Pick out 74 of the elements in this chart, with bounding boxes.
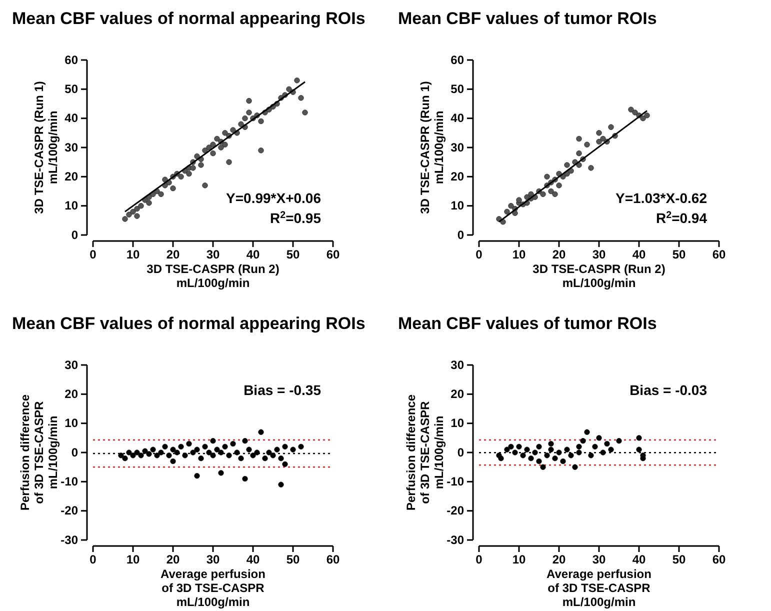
y-tick-label: 20 — [450, 387, 464, 402]
x-tick-label: 0 — [476, 248, 483, 262]
y-tick-label: 0 — [457, 228, 464, 242]
x-tick-label: 50 — [286, 248, 300, 262]
x-axis-title: Average perfusion of 3D TSE-CASPR mL/100g/min — [160, 567, 266, 609]
x-tick-label: 20 — [166, 552, 180, 567]
y-tick-label: -20 — [60, 504, 78, 518]
x-tick-label: 20 — [552, 248, 566, 262]
chart-title: Mean CBF values of tumor ROIs — [398, 314, 657, 333]
annotation: Bias = -0.03 — [630, 382, 708, 398]
y-tick-label: 10 — [64, 198, 78, 213]
annotation: R$^{2}$=0.94 — [656, 210, 708, 226]
annotation: Y=0.99*X+0.06 — [226, 190, 322, 206]
y-tick-label: 50 — [64, 82, 78, 96]
y-tick-label: 40 — [64, 111, 78, 126]
y-tick-label: 60 — [64, 52, 78, 67]
x-tick-label: 30 — [206, 248, 220, 262]
x-tick-label: 20 — [552, 552, 566, 567]
chart-title: Mean CBF values of normal appearing ROIs — [12, 314, 366, 333]
y-tick-label: -30 — [60, 532, 78, 547]
annotation: R$^{2}$=0.95 — [270, 210, 322, 226]
chart-title: Mean CBF values of tumor ROIs — [398, 9, 657, 28]
y-tick-label: 20 — [64, 170, 78, 184]
y-tick-label: 50 — [450, 82, 464, 96]
y-tick-label: 20 — [450, 170, 464, 184]
x-tick-label: 10 — [512, 248, 526, 262]
y-tick-label: 10 — [64, 416, 78, 430]
y-axis-title: Perfusion difference of 3D TSE-CASPR mL/100g/min — [18, 394, 60, 511]
x-tick-label: 20 — [166, 248, 180, 262]
x-tick-label: 50 — [672, 248, 686, 262]
y-axis-title: Perfusion difference of 3D TSE-CASPR mL/100g/min — [404, 394, 446, 511]
y-tick-label: 0 — [457, 445, 464, 460]
x-tick-label: 60 — [712, 552, 726, 567]
annotation: Y=1.03*X-0.62 — [616, 190, 708, 206]
x-tick-label: 10 — [126, 552, 140, 567]
x-tick-label: 10 — [126, 248, 140, 262]
annotation: Bias = -0.35 — [244, 382, 322, 398]
x-tick-label: 30 — [206, 552, 220, 567]
y-axis-title: 3D TSE-CASPR (Run 1) mL/100g/min — [418, 81, 446, 214]
y-tick-label: 60 — [450, 52, 464, 67]
x-tick-label: 40 — [246, 248, 260, 262]
y-tick-label: 10 — [450, 416, 464, 430]
x-tick-label: 30 — [592, 248, 606, 262]
x-axis-title: 3D TSE-CASPR (Run 2) mL/100g/min — [146, 262, 280, 290]
y-tick-label: 30 — [450, 140, 464, 154]
x-tick-label: 0 — [476, 552, 483, 567]
y-tick-label: -20 — [446, 504, 464, 518]
y-tick-label: 30 — [64, 358, 78, 372]
x-tick-label: 40 — [632, 248, 646, 262]
x-axis-title: Average perfusion of 3D TSE-CASPR mL/100g/min — [546, 567, 652, 609]
y-tick-label: 40 — [450, 111, 464, 126]
y-tick-label: 30 — [64, 140, 78, 154]
x-tick-label: 50 — [286, 552, 300, 567]
y-tick-label: 20 — [64, 387, 78, 402]
y-tick-label: -10 — [60, 474, 78, 489]
y-axis-title: 3D TSE-CASPR (Run 1) mL/100g/min — [32, 81, 60, 214]
y-tick-label: -10 — [446, 474, 464, 489]
y-tick-label: 0 — [71, 228, 78, 242]
chart-title: Mean CBF values of normal appearing ROIs — [12, 9, 366, 28]
y-tick-label: 0 — [71, 445, 78, 460]
x-tick-label: 40 — [246, 552, 260, 567]
x-tick-label: 30 — [592, 552, 606, 567]
x-axis-title: 3D TSE-CASPR (Run 2) mL/100g/min — [532, 262, 666, 290]
y-tick-label: 10 — [450, 198, 464, 213]
x-tick-label: 40 — [632, 552, 646, 567]
x-tick-label: 60 — [326, 248, 340, 262]
y-tick-label: -30 — [446, 532, 464, 547]
x-tick-label: 50 — [672, 552, 686, 567]
x-tick-label: 60 — [326, 552, 340, 567]
x-tick-label: 0 — [90, 552, 97, 567]
y-tick-label: 30 — [450, 358, 464, 372]
x-tick-label: 60 — [712, 248, 726, 262]
x-tick-label: 10 — [512, 552, 526, 567]
x-tick-label: 0 — [90, 248, 97, 262]
